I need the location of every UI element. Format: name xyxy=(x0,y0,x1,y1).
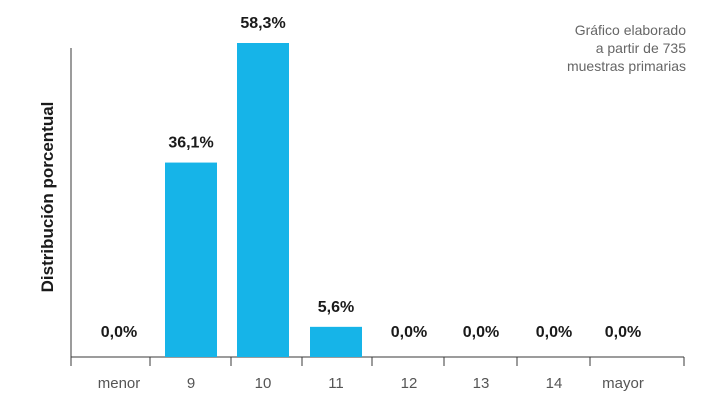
source-note-line-1: Gráfico elaborado xyxy=(575,22,687,38)
bar-11 xyxy=(310,326,362,357)
x-axis-ticks: menor 9 10 11 12 13 14 mayor xyxy=(70,357,685,392)
source-note-line-3: muestras primarias xyxy=(567,58,686,74)
data-label-menor: 0,0% xyxy=(101,324,137,341)
source-note-line-2: a partir de 735 xyxy=(596,40,686,56)
bar-10 xyxy=(237,43,289,357)
bar-9 xyxy=(165,162,217,357)
x-tick-label-menor: menor xyxy=(98,375,141,392)
data-label-mayor: 0,0% xyxy=(605,324,641,341)
data-label-14: 0,0% xyxy=(536,324,572,341)
x-tick-label-13: 13 xyxy=(473,375,490,392)
source-note: Gráfico elaborado a partir de 735 muestr… xyxy=(567,22,686,74)
x-tick-label-mayor: mayor xyxy=(602,375,644,392)
bars: 0,0% 36,1% 58,3% 5,6% 0,0% 0,0% 0,0% 0,0% xyxy=(101,15,641,357)
data-label-13: 0,0% xyxy=(463,324,499,341)
x-tick-label-12: 12 xyxy=(401,375,418,392)
x-tick-label-9: 9 xyxy=(187,375,195,392)
data-label-12: 0,0% xyxy=(391,324,427,341)
data-label-9: 36,1% xyxy=(168,135,213,152)
x-tick-label-14: 14 xyxy=(546,375,563,392)
x-tick-label-11: 11 xyxy=(328,375,344,392)
data-label-11: 5,6% xyxy=(318,299,354,316)
x-tick-label-10: 10 xyxy=(255,375,272,392)
y-axis-label: Distribución porcentual xyxy=(38,102,57,293)
data-label-10: 58,3% xyxy=(240,15,285,32)
